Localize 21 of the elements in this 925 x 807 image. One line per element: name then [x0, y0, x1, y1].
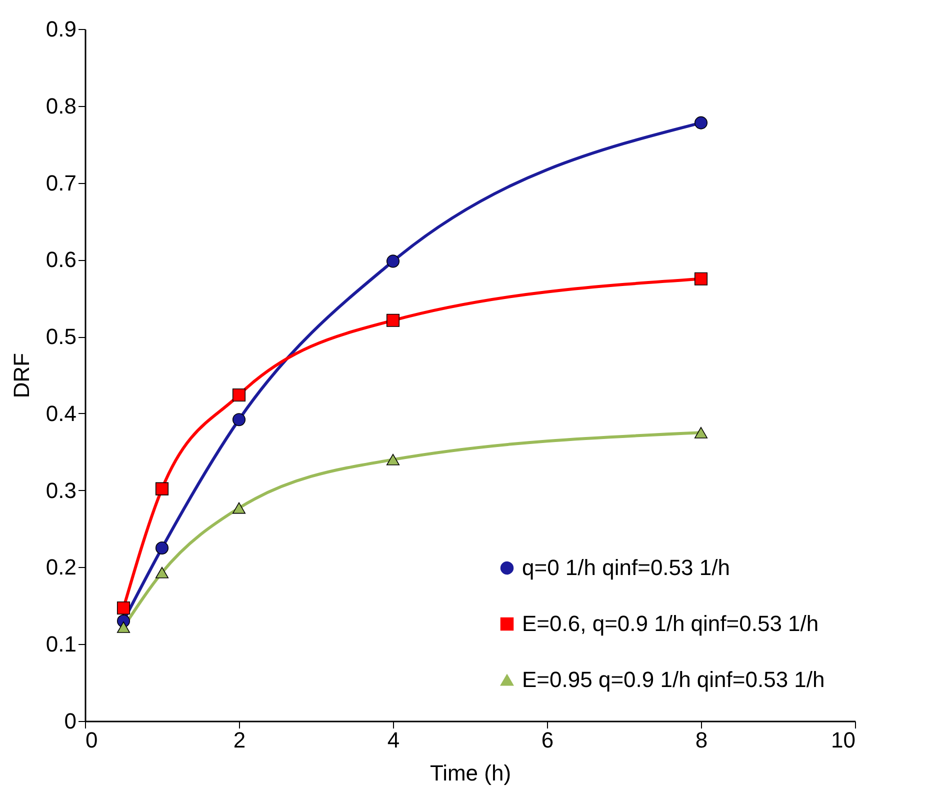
y-tick-label: 0.2 — [46, 554, 76, 580]
y-tick-label: 0.6 — [46, 247, 76, 272]
y-tick-label: 0.9 — [46, 16, 76, 42]
x-axis-title: Time (h) — [430, 760, 512, 786]
legend-label: E=0.6, q=0.9 1/h qinf=0.53 1/h — [522, 611, 819, 636]
y-tick-label: 0.4 — [46, 400, 76, 426]
legend-label: q=0 1/h qinf=0.53 1/h — [522, 555, 730, 580]
x-tick-label: 10 — [831, 728, 856, 752]
legend-label: E=0.95 q=0.9 1/h qinf=0.53 1/h — [522, 667, 825, 692]
x-tick-label: 0 — [86, 728, 98, 752]
y-tick-label: 0 — [64, 708, 76, 734]
x-tick-label: 2 — [233, 728, 246, 752]
x-tick-label: 4 — [387, 728, 400, 752]
y-tick-label: 0.7 — [46, 170, 76, 196]
y-tick-label: 0.5 — [46, 324, 76, 350]
y-axis-title: DRF — [8, 352, 34, 398]
x-tick-label: 6 — [541, 728, 554, 752]
y-tick-label: 0.3 — [46, 478, 76, 503]
y-tick-label: 0.8 — [46, 93, 76, 118]
y-tick-label: 0.1 — [46, 632, 76, 657]
x-tick-label: 8 — [695, 728, 708, 752]
